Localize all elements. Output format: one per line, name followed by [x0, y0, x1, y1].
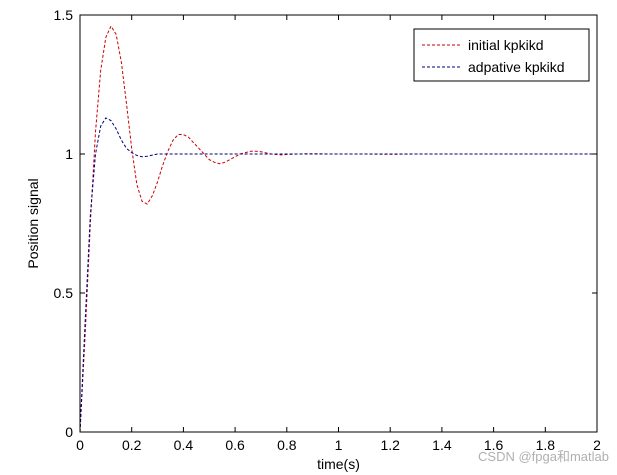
- x-tick-label: 2: [593, 437, 601, 453]
- legend-entry: initial kpkikd: [468, 37, 543, 53]
- x-tick-label: 1: [335, 437, 343, 453]
- legend-box: [413, 28, 590, 82]
- x-tick-label: 0.4: [174, 437, 194, 453]
- y-axis-label: Position signal: [25, 178, 41, 268]
- y-tick-label: 0: [65, 424, 73, 440]
- x-tick-label: 0.2: [122, 437, 142, 453]
- series-line-2: [79, 117, 597, 433]
- x-tick-label: 1.2: [380, 437, 400, 453]
- legend-entry: adpative kpkikd: [468, 59, 565, 75]
- x-tick-label: 1.8: [536, 437, 556, 453]
- series-layer: [79, 25, 597, 433]
- ticks-layer: 0 0.2 0.4 0.6 0.8 1 1.2 1.4 1.6 1.8 2 0 0.5 1 1.5: [54, 7, 602, 453]
- watermark: CSDN @fpga和matlab: [478, 449, 609, 464]
- y-tick-label: 0.5: [54, 285, 74, 301]
- x-tick-label: 1.4: [432, 437, 452, 453]
- x-tick-label: 0.6: [225, 437, 245, 453]
- x-tick-label: 0.8: [277, 437, 297, 453]
- x-axis-label: time(s): [317, 456, 360, 472]
- x-tick-label: 1.6: [484, 437, 504, 453]
- y-tick-label: 1.5: [54, 7, 74, 23]
- plot-area: [80, 15, 597, 432]
- y-tick-label: 1: [65, 146, 73, 162]
- legend: initial kpkikd adpative kpkikd: [413, 28, 590, 82]
- x-tick-label: 0: [76, 437, 84, 453]
